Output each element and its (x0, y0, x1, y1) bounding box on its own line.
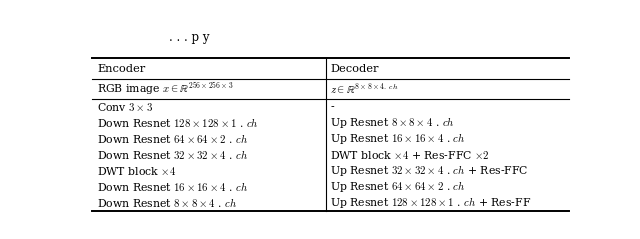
Text: -: - (330, 102, 334, 112)
Text: Up Resnet $8 \times 8 \times 4$ . $\mathit{ch}$: Up Resnet $8 \times 8 \times 4$ . $\math… (330, 115, 455, 130)
Text: Up Resnet $16 \times 16 \times 4$ . $\mathit{ch}$: Up Resnet $16 \times 16 \times 4$ . $\ma… (330, 131, 466, 146)
Text: DWT block $\times 4$ + Res-FFC $\times 2$: DWT block $\times 4$ + Res-FFC $\times 2… (330, 149, 490, 161)
Text: RGB image $x \in \mathbb{R}^{256\times256\times3}$: RGB image $x \in \mathbb{R}^{256\times25… (97, 81, 234, 98)
Text: Down Resnet $32 \times 32 \times 4$ . $\mathit{ch}$: Down Resnet $32 \times 32 \times 4$ . $\… (97, 148, 248, 161)
Text: . . . p y: . . . p y (169, 31, 210, 44)
Text: Down Resnet $128 \times 128 \times 1$ . $\mathit{ch}$: Down Resnet $128 \times 128 \times 1$ . … (97, 116, 259, 129)
Text: Down Resnet $16 \times 16 \times 4$ . $\mathit{ch}$: Down Resnet $16 \times 16 \times 4$ . $\… (97, 180, 248, 193)
Text: Conv $3 \times 3$: Conv $3 \times 3$ (97, 101, 154, 113)
Text: Decoder: Decoder (330, 64, 379, 74)
Text: Up Resnet $32 \times 32 \times 4$ . $\mathit{ch}$ + Res-FFC: Up Resnet $32 \times 32 \times 4$ . $\ma… (330, 163, 529, 178)
Text: $z \in \mathbb{R}^{8\times8\times4.\ \mathit{ch}}$: $z \in \mathbb{R}^{8\times8\times4.\ \ma… (330, 82, 399, 96)
Text: Up Resnet $128 \times 128 \times 1$ . $\mathit{ch}$ + Res-FF: Up Resnet $128 \times 128 \times 1$ . $\… (330, 195, 532, 210)
Text: Down Resnet $64 \times 64 \times 2$ . $\mathit{ch}$: Down Resnet $64 \times 64 \times 2$ . $\… (97, 132, 248, 145)
Text: DWT block $\times 4$: DWT block $\times 4$ (97, 165, 177, 177)
Text: Encoder: Encoder (97, 64, 146, 74)
Text: Up Resnet $64 \times 64 \times 2$ . $\mathit{ch}$: Up Resnet $64 \times 64 \times 2$ . $\ma… (330, 179, 466, 194)
Text: Down Resnet $8 \times 8 \times 4$ . $\mathit{ch}$: Down Resnet $8 \times 8 \times 4$ . $\ma… (97, 196, 237, 209)
